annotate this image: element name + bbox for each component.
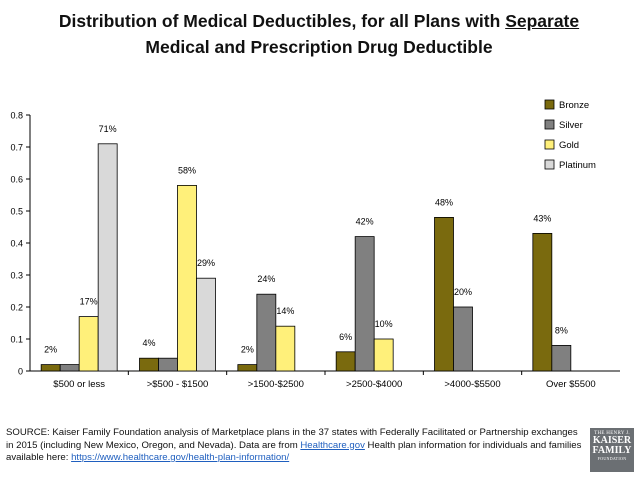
bar-gold <box>78 316 99 372</box>
data-label: 14% <box>276 306 294 316</box>
data-label: 8% <box>555 325 568 335</box>
y-tick-label: 0.5 <box>10 207 23 217</box>
data-label: 10% <box>375 319 393 329</box>
data-label: 29% <box>197 258 215 268</box>
y-tick-label: 0.8 <box>10 111 23 121</box>
source-note: SOURCE: Kaiser Family Foundation analysi… <box>6 427 586 465</box>
bar-gold <box>373 338 394 372</box>
legend-swatch-gold <box>544 139 555 150</box>
legend-label-bronze: Bronze <box>559 100 589 111</box>
source-text-1: SOURCE: Kaiser Family Foundation analysi… <box>6 427 578 451</box>
data-label: 24% <box>257 274 275 284</box>
y-tick-label: 0.3 <box>10 271 23 281</box>
legend-swatch-platinum <box>544 159 555 170</box>
bar-silver <box>551 344 572 372</box>
bar-silver <box>354 236 375 372</box>
data-label: 58% <box>178 165 196 175</box>
data-label: 71% <box>99 124 117 134</box>
health-plan-info-link[interactable]: https://www.healthcare.gov/health-plan-i… <box>71 452 290 463</box>
bar-bronze <box>237 364 258 372</box>
title-line2: Medical and Prescription Drug Deductible <box>145 37 493 57</box>
data-label: 2% <box>44 345 57 355</box>
bar-chart: 0 0.1 0.2 0.3 0.4 0.5 0.6 0.7 0.8 $500 or less 2% 1… <box>10 99 620 390</box>
title-line1: Distribution of Medical Deductibles, for… <box>58 11 506 31</box>
bar-silver <box>158 357 178 372</box>
bar-bronze <box>335 351 356 372</box>
data-label: 42% <box>356 217 374 227</box>
x-tick-label: >1500-$2500 <box>248 379 304 390</box>
y-tick-label: 0.1 <box>10 335 23 345</box>
data-label: 6% <box>339 332 352 342</box>
kff-logo: THE HENRY J. KAISER FAMILY FOUNDATION <box>590 428 634 472</box>
legend-swatch-bronze <box>544 99 555 110</box>
x-tick-label: Over $5500 <box>546 379 596 390</box>
x-tick-label: >2500-$4000 <box>346 379 402 390</box>
legend-swatch-silver <box>544 119 555 130</box>
y-tick-label: 0.4 <box>10 239 23 249</box>
bar-gold <box>275 325 296 372</box>
y-tick-label: 0 <box>18 367 23 377</box>
x-tick-label: >4000-$5500 <box>444 379 500 390</box>
y-tick-label: 0.6 <box>10 175 23 185</box>
legend-label-gold: Gold <box>559 140 579 151</box>
legend-label-platinum: Platinum <box>559 160 596 171</box>
bar-platinum <box>196 277 216 372</box>
y-tick-label: 0.7 <box>10 143 23 153</box>
bar-silver <box>59 364 80 372</box>
bar-bronze <box>532 232 553 372</box>
bar-bronze <box>40 364 61 372</box>
bar-bronze <box>139 357 159 372</box>
source-text-2: Health plan information for individuals … <box>6 439 582 464</box>
chart-title: Distribution of Medical Deductibles, for… <box>0 8 638 60</box>
data-label: 17% <box>80 297 98 307</box>
healthcare-link[interactable]: Healthcare.gov <box>300 439 365 451</box>
bar-silver <box>453 306 473 372</box>
title-underlined-word: Separate <box>505 11 580 31</box>
data-label: 2% <box>241 345 254 355</box>
bar-gold <box>177 185 197 372</box>
x-tick-label: >$500 - $1500 <box>147 379 209 390</box>
legend-label-silver: Silver <box>559 120 583 131</box>
data-label: 20% <box>454 287 472 297</box>
data-label: 4% <box>142 338 155 348</box>
y-tick-label: 0.2 <box>10 303 23 313</box>
bar-platinum <box>97 143 118 372</box>
data-label: 48% <box>435 197 453 207</box>
bar-bronze <box>434 217 454 372</box>
data-label: 43% <box>533 213 551 223</box>
bar-silver <box>256 293 277 372</box>
x-tick-label: $500 or less <box>53 379 105 390</box>
